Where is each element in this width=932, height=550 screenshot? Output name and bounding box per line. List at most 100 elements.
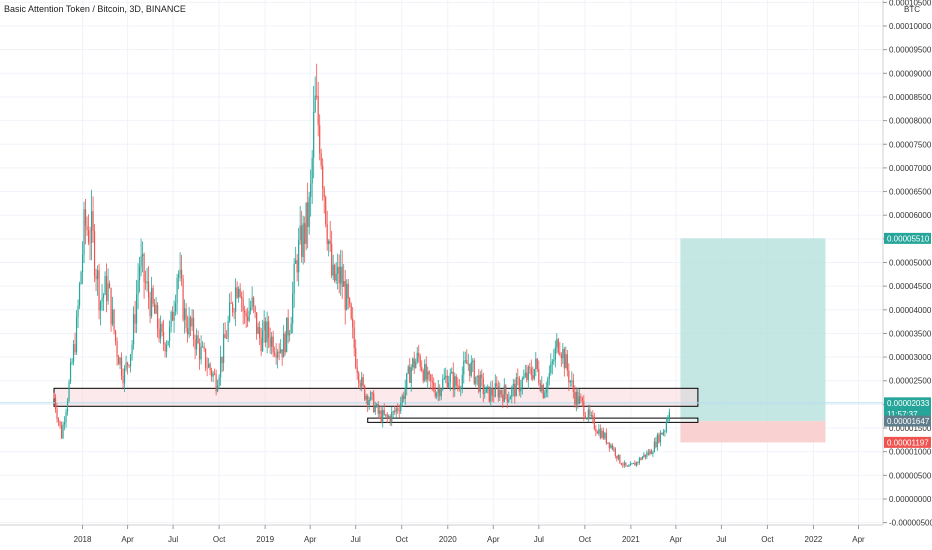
candle-body <box>488 386 490 402</box>
candle-body <box>385 414 387 416</box>
candle-body <box>128 365 130 367</box>
candle-body <box>584 416 586 419</box>
candle-body <box>358 373 360 383</box>
candle-body <box>80 272 82 284</box>
candle-body <box>439 387 441 397</box>
candle-body <box>338 266 340 284</box>
candle-body <box>60 425 63 439</box>
candle-body <box>57 418 60 422</box>
candle-body <box>59 421 61 426</box>
candle-body <box>392 411 394 413</box>
y-tick-label: 0.00006000 <box>889 211 932 220</box>
candle-body <box>419 356 421 367</box>
candle-body <box>377 404 379 414</box>
chart-title: Basic Attention Token / Bitcoin, 3D, BIN… <box>4 4 186 14</box>
candle-body <box>277 351 279 358</box>
candle-body <box>383 409 385 415</box>
x-tick-label: Oct <box>761 535 774 544</box>
stop-zone <box>680 421 826 443</box>
candle-body <box>452 371 454 390</box>
candle-body <box>577 391 579 404</box>
candle-body <box>619 454 621 464</box>
candle-body <box>278 351 280 353</box>
candle-body <box>481 374 483 379</box>
candle-body <box>665 421 667 431</box>
candle-body <box>656 434 658 448</box>
candle-body <box>84 209 87 227</box>
candle-body <box>451 371 453 374</box>
candle-body <box>415 361 417 369</box>
candle-body <box>248 311 250 321</box>
candle-body <box>89 242 91 244</box>
candle-body <box>158 328 160 339</box>
candle-body <box>386 414 388 418</box>
candle-body <box>571 380 573 382</box>
y-tick-label: 0.00000000 <box>889 495 932 504</box>
candle-body <box>272 336 274 353</box>
candle-body <box>493 395 495 397</box>
candle-body <box>566 354 568 371</box>
candle-body <box>559 352 561 355</box>
candle-body <box>170 312 172 327</box>
candle-body <box>181 269 183 279</box>
x-tick-label: Apr <box>670 535 683 544</box>
candle-body <box>467 363 469 365</box>
candle-body <box>416 352 418 362</box>
candle-body <box>638 458 640 463</box>
candle-body <box>391 412 393 422</box>
candle-body <box>96 270 99 280</box>
candle-body <box>68 381 70 402</box>
candle-body <box>634 462 636 466</box>
candle-body <box>93 230 96 276</box>
candle-body <box>529 366 531 369</box>
candle-body <box>146 281 148 284</box>
candle-body <box>610 444 612 448</box>
candle-body <box>206 367 208 369</box>
candle-body <box>200 346 202 360</box>
candle-body <box>458 385 460 389</box>
candle-body <box>548 373 550 379</box>
candle-body <box>226 338 228 340</box>
candle-body <box>668 411 670 418</box>
candle-body <box>463 360 465 375</box>
candle-body <box>104 276 106 295</box>
candle-body <box>431 380 433 383</box>
candle-body <box>424 364 426 381</box>
candle-body <box>298 239 300 273</box>
candle-body <box>289 333 291 336</box>
long-position-tool[interactable] <box>680 238 826 443</box>
candle-body <box>242 298 244 312</box>
candle-body <box>470 362 472 376</box>
candle-body <box>343 281 345 287</box>
time-axis[interactable]: 2018 Apr Jul Oct 2019 Apr Jul Oct 2020 Apr Jul Oct 2… <box>74 525 865 544</box>
candle-body <box>256 312 258 334</box>
candle-body <box>310 183 312 197</box>
candle-body <box>553 359 555 362</box>
price-axis[interactable]: 0.00010500 0.00010000 0.00009500 0.00009000… <box>883 0 932 528</box>
candle-body <box>428 371 430 375</box>
candle-body <box>422 370 424 381</box>
candle-body <box>116 341 118 357</box>
candle-body <box>187 328 189 335</box>
candle-body <box>78 283 81 306</box>
candle-body <box>494 383 496 397</box>
candle-body <box>530 368 532 376</box>
x-tick-label: Jul <box>534 535 544 544</box>
candle-body <box>623 462 625 466</box>
candle-body <box>328 240 330 245</box>
candle-body <box>77 305 79 317</box>
candle-body <box>239 288 241 297</box>
candle-body <box>388 416 390 418</box>
candle-body <box>101 298 103 302</box>
candle-body <box>542 385 544 398</box>
candle-body <box>232 303 234 312</box>
candle-body <box>464 360 466 362</box>
candle-body <box>568 370 570 383</box>
candle-body <box>473 360 475 384</box>
candle-body <box>153 303 156 314</box>
x-tick-label: Oct <box>396 535 409 544</box>
candle-body <box>71 361 73 364</box>
candle-body <box>434 390 436 397</box>
candle-body <box>184 308 186 320</box>
